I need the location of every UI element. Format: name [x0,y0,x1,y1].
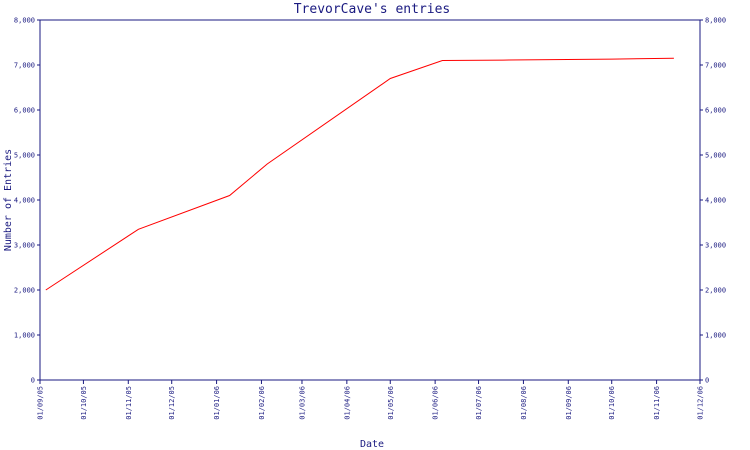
x-tick-label: 01/10/05 [80,386,88,420]
y-tick-label-right: 5,000 [705,152,726,160]
series-line [45,57,674,291]
x-tick-label: 01/03/06 [298,386,306,420]
y-axis-left: 0 1,000 2,000 3,000 4,000 5,000 6,000 7,000 8,00… [14,17,40,385]
y-tick-label-right: 7,000 [705,62,726,70]
y-tick-label-right: 0 [705,377,709,385]
plot-area [39,19,701,381]
x-axis: 01/09/05 01/10/05 01/11/05 01/12/05 01/01/06… [37,380,705,420]
x-tick-label: 01/12/06 [697,386,705,420]
x-tick-label: 01/08/06 [520,386,528,420]
x-tick-label: 01/04/06 [343,386,351,420]
chart-title: TrevorCave's entries [294,2,451,17]
x-tick-label: 01/11/05 [125,386,133,420]
y-tick-label-right: 4,000 [705,197,726,205]
y-tick-label-right: 3,000 [705,242,726,250]
x-tick-label: 01/12/05 [168,386,176,420]
x-tick-label: 01/01/06 [213,386,221,420]
y-tick-label-left: 5,000 [14,152,35,160]
y-tick-label-right: 8,000 [705,17,726,25]
x-tick-label: 01/07/06 [475,386,483,420]
y-axis-label: Number of Entries [3,149,14,251]
y-tick-label-right: 6,000 [705,107,726,115]
x-tick-label: 01/09/06 [565,386,573,420]
y-tick-label-left: 4,000 [14,197,35,205]
y-tick-label-left: 0 [31,377,35,385]
x-tick-label: 01/02/06 [258,386,266,420]
x-tick-label: 01/06/06 [432,386,440,420]
x-tick-label: 01/05/06 [387,386,395,420]
y-tick-label-left: 7,000 [14,62,35,70]
x-tick-label: 01/11/06 [653,386,661,420]
y-tick-label-left: 2,000 [14,287,35,295]
y-tick-label-left: 6,000 [14,107,35,115]
plot-frame [39,19,701,381]
y-tick-label-right: 2,000 [705,287,726,295]
y-tick-label-left: 1,000 [14,332,35,340]
y-tick-label-right: 1,000 [705,332,726,340]
series-group [45,57,674,291]
y-tick-label-left: 3,000 [14,242,35,250]
x-axis-label: Date [360,439,384,450]
x-tick-label: 01/09/05 [37,386,45,420]
y-axis-right: 0 1,000 2,000 3,000 4,000 5,000 6,000 7,000 8,00… [700,17,726,385]
y-tick-label-left: 8,000 [14,17,35,25]
x-tick-label: 01/10/06 [608,386,616,420]
